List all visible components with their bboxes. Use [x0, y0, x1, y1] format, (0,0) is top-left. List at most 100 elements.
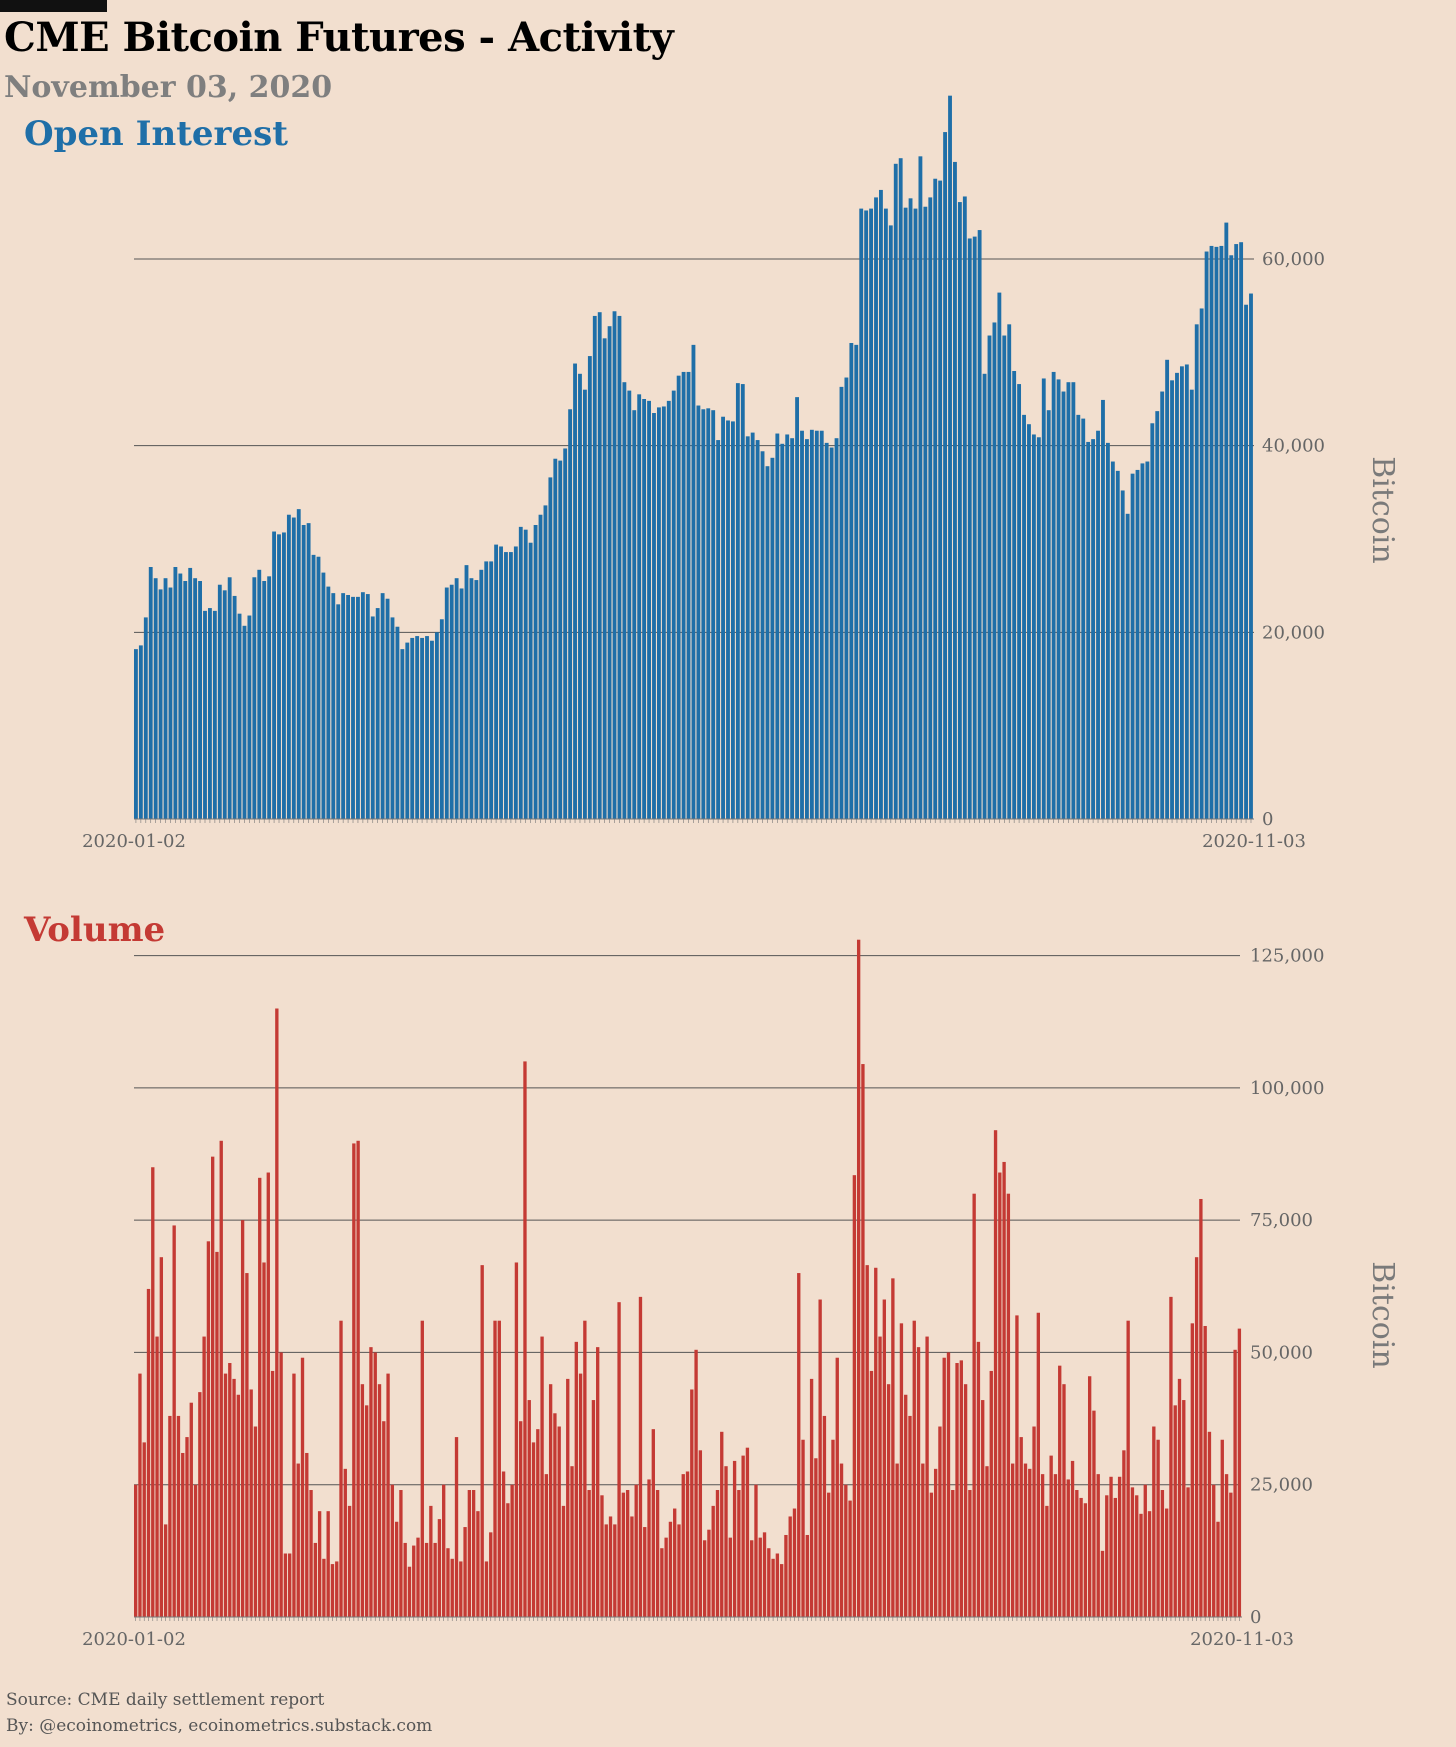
bar: [1229, 255, 1234, 819]
bar: [153, 578, 158, 819]
bar: [339, 1320, 343, 1617]
bar: [1216, 1521, 1220, 1617]
bar: [997, 292, 1002, 820]
y-tick-label: 75,000: [1250, 1210, 1313, 1231]
bar: [390, 1484, 395, 1617]
bar: [784, 1534, 788, 1617]
bar: [760, 451, 765, 819]
bar: [1165, 359, 1170, 819]
bar: [563, 448, 568, 819]
bar: [489, 1532, 493, 1617]
bar: [544, 1474, 549, 1617]
bar: [163, 578, 168, 819]
bar: [330, 1564, 335, 1617]
bar: [1177, 1378, 1182, 1617]
bar: [558, 460, 563, 819]
bar: [1156, 1439, 1160, 1617]
bar: [1139, 1513, 1143, 1617]
bar: [415, 636, 420, 819]
bar: [1224, 222, 1229, 820]
bar: [317, 1511, 322, 1617]
bar: [1028, 1468, 1032, 1617]
bar: [163, 1524, 168, 1617]
bar: [951, 1490, 955, 1617]
bar: [1031, 434, 1036, 819]
bar: [484, 561, 489, 819]
bar: [925, 1336, 929, 1617]
bar: [277, 534, 281, 819]
bar: [1152, 1426, 1156, 1617]
bar: [347, 1505, 352, 1617]
bar: [1140, 463, 1145, 819]
bar: [1036, 1312, 1040, 1617]
bar: [948, 95, 952, 820]
bar: [1209, 245, 1214, 819]
bar: [403, 1542, 407, 1617]
bar: [168, 587, 173, 819]
bar: [1061, 391, 1066, 819]
bar: [143, 617, 148, 819]
bar: [771, 1558, 775, 1617]
y-axis-label: Bitcoin: [1365, 1261, 1400, 1368]
bar: [657, 407, 661, 819]
bar: [394, 1521, 399, 1617]
bar: [929, 1492, 934, 1617]
bar: [262, 1262, 266, 1617]
bar: [219, 1140, 223, 1617]
bar: [257, 569, 262, 819]
x-start-label: 2020-01-02: [82, 831, 186, 852]
bar: [336, 604, 341, 819]
bar: [1126, 1320, 1130, 1617]
bar: [1087, 1376, 1092, 1617]
bar: [888, 225, 893, 819]
bar: [1019, 1437, 1023, 1617]
bar: [181, 1452, 185, 1617]
y-tick-label: 60,000: [1262, 249, 1325, 270]
bar: [288, 1553, 292, 1617]
bar: [856, 939, 861, 1617]
bar: [582, 389, 587, 819]
bar: [1184, 364, 1189, 819]
bar: [801, 1439, 805, 1617]
bar: [651, 1429, 655, 1617]
bar: [715, 1490, 720, 1617]
bar: [528, 542, 533, 819]
bar: [775, 433, 780, 819]
bar: [898, 158, 903, 819]
bar: [604, 1524, 608, 1617]
bar: [758, 1537, 762, 1617]
bar: [981, 1400, 985, 1617]
bar: [138, 645, 143, 819]
bar: [439, 619, 444, 819]
bar: [809, 1378, 814, 1617]
y-tick-label: 0: [1262, 809, 1273, 830]
bar: [223, 1373, 228, 1617]
bar: [741, 1455, 745, 1617]
bar: [869, 1370, 874, 1617]
bar: [222, 590, 227, 819]
y-tick-label: 40,000: [1262, 436, 1325, 457]
bar: [176, 1415, 181, 1617]
bar: [1036, 437, 1041, 819]
bar: [352, 1143, 356, 1617]
bar: [686, 371, 691, 819]
bar: [630, 1516, 634, 1617]
bar: [1045, 1505, 1049, 1617]
bar: [548, 1384, 553, 1617]
bar: [249, 1389, 253, 1617]
bar: [852, 1175, 857, 1617]
bar: [716, 440, 721, 819]
bar: [1204, 251, 1209, 819]
bar: [375, 608, 380, 819]
bar: [953, 161, 957, 819]
bar: [805, 1534, 809, 1617]
bar: [158, 589, 163, 819]
bar: [1079, 1497, 1083, 1617]
bar: [369, 1347, 373, 1617]
bar: [625, 1490, 630, 1617]
bar: [513, 546, 518, 819]
bar: [1135, 469, 1140, 819]
bar: [386, 1373, 390, 1617]
bar: [805, 439, 809, 819]
bar: [673, 1508, 677, 1617]
